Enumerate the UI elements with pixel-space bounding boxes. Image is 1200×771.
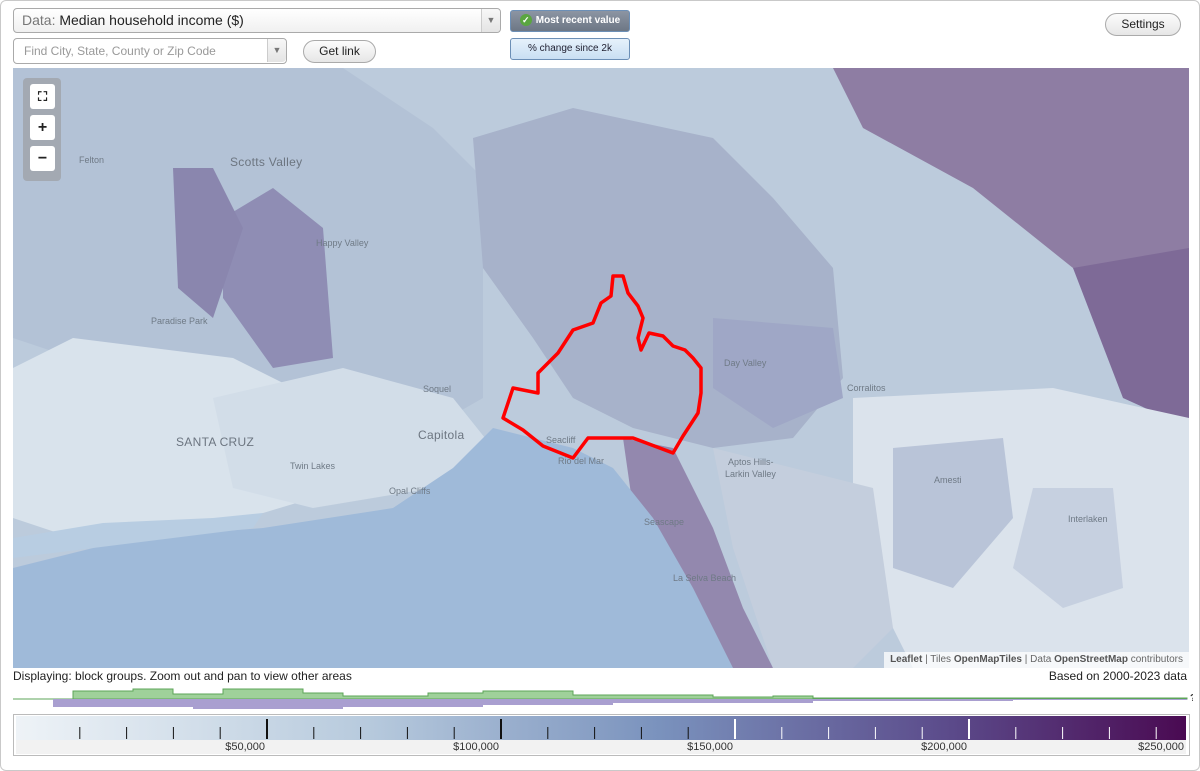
place-label: Corralitos <box>847 383 886 393</box>
attribution-suffix: contributors <box>1130 654 1183 665</box>
map-canvas <box>13 68 1189 668</box>
legend-label-band <box>16 740 1186 754</box>
place-label: La Selva Beach <box>673 573 737 583</box>
display-level-note: Displaying: block groups. Zoom out and p… <box>13 669 352 683</box>
region-capitola <box>213 368 493 508</box>
place-label: Aptos Hills- <box>728 457 774 467</box>
zoom-out-button[interactable]: − <box>30 146 55 171</box>
attribution-tiles-link[interactable]: OpenMapTiles <box>953 654 1022 665</box>
region-aptos-hills <box>713 448 893 668</box>
region-day-valley <box>713 318 843 428</box>
place-label: Amesti <box>934 475 962 485</box>
place-label: Larkin Valley <box>725 469 776 479</box>
fullscreen-icon[interactable]: ⛶ <box>30 84 55 109</box>
map-zoom-controls: ⛶ + − <box>23 78 61 181</box>
color-scale-legend: $50,000 $100,000 $150,000 $200,000 $250,000 <box>13 714 1190 756</box>
place-label: Seascape <box>644 517 685 527</box>
place-label: Scotts Valley <box>230 155 303 169</box>
legend-canvas <box>16 716 1186 754</box>
data-select-prefix: Data: <box>22 12 56 28</box>
attribution-tiles-prefix: Tiles <box>930 654 952 665</box>
data-select-value: Median household income ($) <box>59 12 244 28</box>
pct-change-toggle[interactable]: % change since 2k <box>510 38 630 60</box>
histogram-past <box>13 699 1187 709</box>
settings-button[interactable]: Settings <box>1105 13 1181 36</box>
attribution-data-prefix: Data <box>1030 654 1052 665</box>
choropleth-map[interactable]: Scotts Valley Felton Happy Valley Paradi… <box>13 68 1189 668</box>
attribution-osm-link[interactable]: OpenStreetMap <box>1054 654 1128 665</box>
attribution-leaflet-link[interactable]: Leaflet <box>890 654 923 665</box>
histogram-marker: ? <box>1190 693 1193 704</box>
place-label: Day Valley <box>724 358 767 368</box>
place-label: Opal Cliffs <box>389 486 431 496</box>
place-label: Twin Lakes <box>290 461 336 471</box>
chevron-down-icon[interactable]: ▼ <box>481 9 500 32</box>
legend-ticks <box>79 719 1157 739</box>
map-attribution: Leaflet | Tiles OpenMapTiles | Data Open… <box>884 652 1189 668</box>
place-label: Soquel <box>423 384 452 394</box>
region-purple-2 <box>173 168 243 318</box>
location-search-input[interactable] <box>22 39 266 63</box>
zoom-in-button[interactable]: + <box>30 115 55 140</box>
get-link-button[interactable]: Get link <box>303 40 376 63</box>
region-purple-e <box>1073 248 1189 428</box>
place-label: Interlaken <box>1068 514 1108 524</box>
legend-tick-label: $200,000 <box>921 741 967 753</box>
ocean-monterey-bay <box>13 428 733 668</box>
data-years-note: Based on 2000-2023 data <box>1048 669 1187 683</box>
place-label: Capitola <box>418 428 465 442</box>
highlighted-area-boundary[interactable] <box>501 274 703 460</box>
place-label: Paradise Park <box>151 316 208 326</box>
legend-tick-label: $150,000 <box>687 741 733 753</box>
place-label: Seacliff <box>546 435 576 445</box>
search-dropdown-icon[interactable]: ▼ <box>267 39 286 62</box>
legend-gradient <box>16 716 1186 740</box>
region-purple-1 <box>223 188 333 368</box>
histogram-current <box>13 688 1188 700</box>
distribution-histogram: ? <box>13 688 1193 709</box>
region-interlaken <box>1013 488 1123 608</box>
data-variable-select[interactable]: Data: Median household income ($) ▼ <box>13 8 501 33</box>
check-icon: ✓ <box>519 14 532 27</box>
shallow-water <box>13 513 263 558</box>
most-recent-value-toggle[interactable]: ✓ Most recent value <box>510 10 630 32</box>
location-search-box[interactable]: ▼ <box>13 38 287 64</box>
place-label: Happy Valley <box>316 238 369 248</box>
place-label: Rio del Mar <box>558 456 605 466</box>
legend-tick-label: $50,000 <box>225 741 265 753</box>
most-recent-label: Most recent value <box>535 15 621 26</box>
legend-tick-label: $100,000 <box>453 741 499 753</box>
region-amesti <box>893 438 1013 588</box>
place-label: Felton <box>79 155 105 165</box>
legend-tick-label: $250,000 <box>1138 741 1184 753</box>
place-label: SANTA CRUZ <box>176 435 255 449</box>
region-seascape <box>623 438 773 668</box>
